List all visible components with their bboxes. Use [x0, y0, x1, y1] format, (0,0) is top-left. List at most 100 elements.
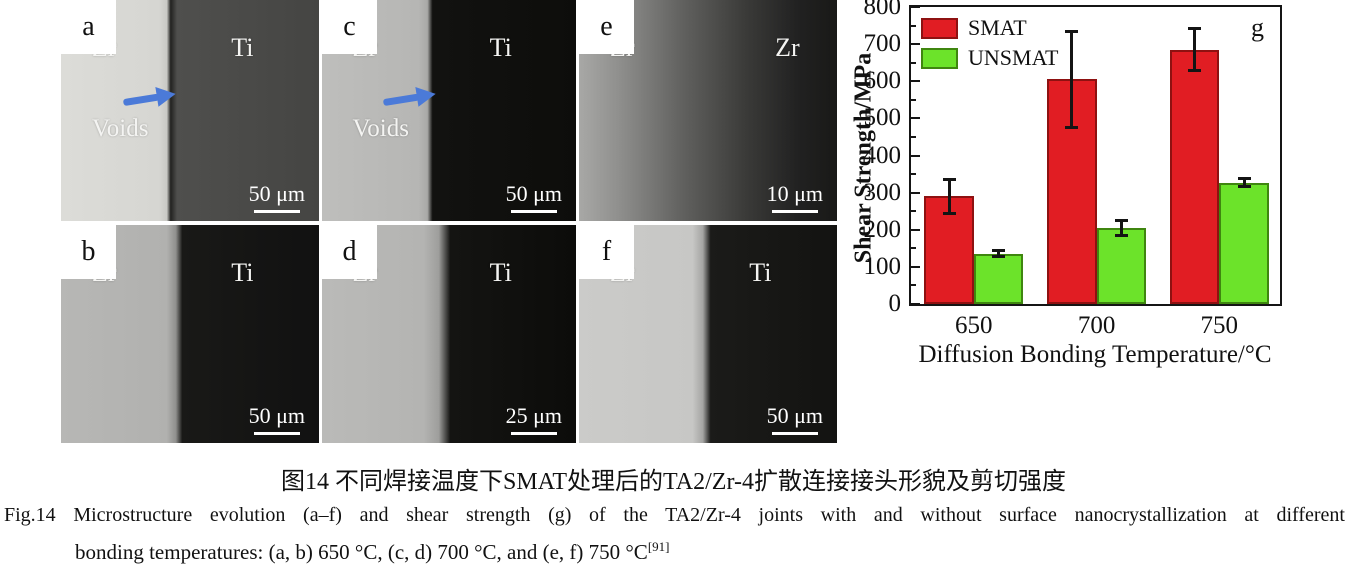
y-axis-tick	[911, 80, 920, 83]
material-label-ti: Ti	[231, 33, 254, 63]
panel-letter-box: a	[61, 0, 116, 54]
scale-bar-label: 50 μm	[248, 181, 305, 206]
voids-label: Voids	[91, 114, 149, 142]
y-axis-tick	[911, 265, 920, 268]
caption-english-line2-text: bonding temperatures: (a, b) 650 °C, (c,…	[75, 540, 648, 564]
error-bar	[996, 250, 1000, 257]
bar-unsmat-700	[1096, 227, 1146, 304]
micrograph-panel-f: Zr Ti f 50 μm	[579, 225, 837, 443]
material-label-ti: Ti	[489, 33, 512, 63]
arrow-shaft	[122, 93, 160, 106]
y-tick-label: 700	[863, 30, 902, 58]
error-bar	[1188, 68, 1202, 72]
legend-swatch	[921, 47, 958, 69]
micrograph-panel-e: Zr Zr e 10 μm	[579, 0, 837, 221]
micrograph-panel-b: Zr Ti b 50 μm	[61, 225, 319, 443]
y-axis-tick	[911, 154, 920, 157]
legend-label: SMAT	[968, 15, 1027, 40]
error-bar	[947, 179, 951, 214]
scale-bar-label: 50 μm	[766, 403, 823, 428]
bar-unsmat-750	[1219, 182, 1269, 304]
scale-bar: 50 μm	[506, 181, 562, 213]
bar-chart: Shear Strength/MPa SMAT UNSMAT g Diffusio…	[850, 0, 1347, 400]
scale-bar: 25 μm	[506, 403, 562, 435]
error-bar	[1114, 233, 1128, 237]
y-axis-tick	[911, 43, 920, 46]
scale-bar-line	[510, 432, 557, 435]
y-axis-tick	[911, 284, 916, 287]
x-tick-label: 650	[954, 312, 993, 339]
scale-bar-line	[771, 432, 818, 435]
chart-legend: SMAT UNSMAT	[921, 15, 1058, 75]
y-tick-label: 500	[863, 104, 902, 132]
x-axis-title: Diffusion Bonding Temperature/°C	[918, 341, 1272, 368]
y-axis-tick	[911, 191, 920, 194]
scale-bar: 10 μm	[767, 181, 823, 213]
scale-bar: 50 μm	[249, 403, 305, 435]
y-tick-label: 800	[863, 0, 902, 20]
error-bar	[942, 211, 956, 215]
chart-panel-letter: g	[1251, 13, 1264, 42]
y-axis-tick	[911, 247, 916, 250]
scale-bar-label: 10 μm	[766, 181, 823, 206]
caption-chinese: 图14 不同焊接温度下SMAT处理后的TA2/Zr-4扩散连接接头形貌及剪切强度	[281, 469, 1066, 495]
panel-letter-box: f	[579, 225, 634, 279]
chart-bars-layer	[911, 6, 1280, 305]
interface-arrow-icon	[122, 84, 178, 112]
reference-superscript: [91]	[647, 539, 670, 554]
y-axis-tick	[911, 173, 916, 176]
y-axis-tick	[911, 61, 916, 64]
panel-letter: a	[82, 11, 95, 42]
material-label-ti: Ti	[489, 257, 512, 287]
y-tick-label: 300	[863, 178, 902, 206]
error-bar	[1065, 126, 1079, 130]
error-bar	[1188, 27, 1202, 31]
error-bar	[991, 255, 1005, 259]
scale-bar-label: 25 μm	[505, 403, 562, 428]
scale-bar: 50 μm	[249, 181, 305, 213]
x-tick-label: 700	[1077, 312, 1116, 339]
error-bar	[1242, 178, 1246, 187]
y-tick-label: 600	[863, 67, 902, 95]
x-tick-label: 750	[1200, 312, 1239, 339]
panel-letter: d	[342, 236, 357, 267]
arrow-shaft	[382, 93, 420, 106]
scale-bar-label: 50 μm	[248, 403, 305, 428]
error-bar	[1237, 184, 1251, 188]
micrograph-panel-a: Zr Ti Voids a 50 μm	[61, 0, 319, 221]
error-bar	[1119, 220, 1123, 236]
y-axis-tick	[911, 24, 916, 27]
error-bar	[1065, 29, 1079, 33]
y-axis-tick	[911, 117, 920, 120]
panel-letter-box: c	[322, 0, 377, 54]
voids-label: Voids	[352, 114, 409, 142]
panel-letter: e	[600, 11, 613, 42]
panel-letter: b	[81, 236, 96, 267]
y-axis-tick	[911, 228, 920, 231]
y-axis-tick	[911, 135, 916, 138]
legend-item-smat: SMAT	[921, 15, 1058, 41]
chart-plot-area: SMAT UNSMAT g	[909, 5, 1282, 306]
material-label-zr: Zr	[775, 33, 800, 63]
y-tick-label: 400	[863, 141, 902, 169]
bar-unsmat-650	[973, 253, 1024, 304]
interface-arrow-icon	[382, 84, 438, 112]
panel-letter-box: b	[61, 225, 116, 279]
micrograph-panel-d: Zr Ti d 25 μm	[322, 225, 576, 443]
y-axis-tick	[911, 303, 920, 305]
y-axis-tick	[911, 98, 916, 101]
y-tick-label: 0	[888, 290, 902, 317]
panel-letter: f	[601, 236, 612, 267]
legend-swatch	[921, 17, 958, 39]
y-axis-tick	[911, 6, 920, 8]
micrograph-panel-c: Zr Ti Voids c 50 μm	[322, 0, 576, 221]
y-tick-label: 200	[863, 215, 902, 243]
caption-english-line1: Fig.14 Microstructure evolution (a–f) an…	[4, 504, 1345, 526]
error-bar	[991, 249, 1005, 253]
scale-bar-line	[253, 210, 300, 213]
panel-letter-box: e	[579, 0, 634, 54]
error-bar	[1070, 31, 1074, 128]
y-tick-label: 100	[863, 252, 902, 280]
legend-label: UNSMAT	[968, 45, 1059, 70]
